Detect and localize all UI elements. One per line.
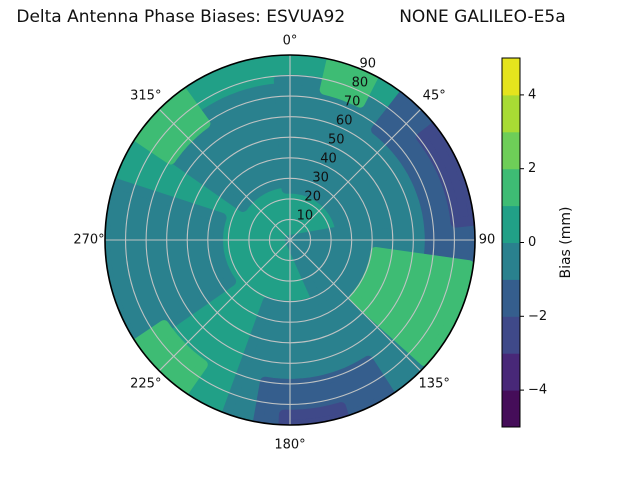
colorbar-tick-label-2: 2 — [528, 161, 536, 176]
colorbar-tick-label--2: −2 — [528, 309, 547, 324]
colorbar-tick-label-4: 4 — [528, 87, 536, 102]
colorbar-segment-7 — [502, 131, 520, 170]
colorbar-segment-8 — [502, 94, 520, 133]
colorbar-axis-label: Bias (mm) — [558, 206, 574, 278]
radius-label-70: 70 — [344, 95, 361, 110]
theta-label-225: 225° — [130, 377, 161, 392]
colorbar-segment-0 — [502, 390, 520, 428]
theta-label-315: 315° — [130, 88, 161, 103]
colorbar: 4 2 0 −2 −4 Bias (mm) — [501, 57, 574, 428]
colorbar-segment-1 — [502, 353, 520, 391]
colorbar-segment-4 — [502, 242, 520, 280]
radius-label-90: 90 — [360, 57, 377, 72]
theta-label-270: 270° — [73, 233, 104, 248]
grid-spoke-45 — [289, 108, 422, 241]
radius-label-50: 50 — [328, 133, 345, 148]
theta-label-90: 90 — [479, 233, 496, 248]
colorbar-segment-6 — [502, 168, 520, 207]
radius-tick-labels: 10 20 30 40 50 60 70 80 90 — [297, 57, 376, 224]
plot-rim — [104, 54, 476, 426]
theta-label-45: 45° — [423, 88, 446, 103]
polar-grid — [105, 55, 475, 425]
colorbar-segment-2 — [502, 316, 520, 354]
radius-label-20: 20 — [304, 190, 321, 205]
theta-label-135: 135° — [419, 377, 450, 392]
grid-spoke-225 — [158, 239, 291, 372]
contour-region-bottom-rim-core — [278, 402, 350, 425]
theta-label-0: 0° — [283, 34, 298, 49]
radius-label-40: 40 — [320, 152, 337, 167]
grid-spoke-315 — [158, 108, 291, 241]
radius-label-60: 60 — [336, 114, 353, 129]
colorbar-segment-3 — [502, 279, 520, 317]
radius-label-80: 80 — [352, 76, 369, 91]
radius-label-30: 30 — [312, 171, 329, 186]
colorbar-segment-5 — [502, 205, 520, 243]
contour-region-southeast-green-blob — [349, 247, 475, 366]
radius-label-10: 10 — [297, 209, 314, 224]
colorbar-tick-label--4: −4 — [528, 383, 547, 398]
colorbar-tick-label-0: 0 — [528, 235, 536, 250]
theta-tick-labels: 0° 45° 90 135° 180° 225° 270° 315° — [73, 34, 495, 453]
grid-spoke-135 — [289, 239, 422, 372]
theta-label-180: 180° — [274, 438, 305, 453]
chart-title: Delta Antenna Phase Biases: ESVUA92 NONE… — [16, 7, 566, 27]
colorbar-segment-9 — [502, 58, 520, 96]
